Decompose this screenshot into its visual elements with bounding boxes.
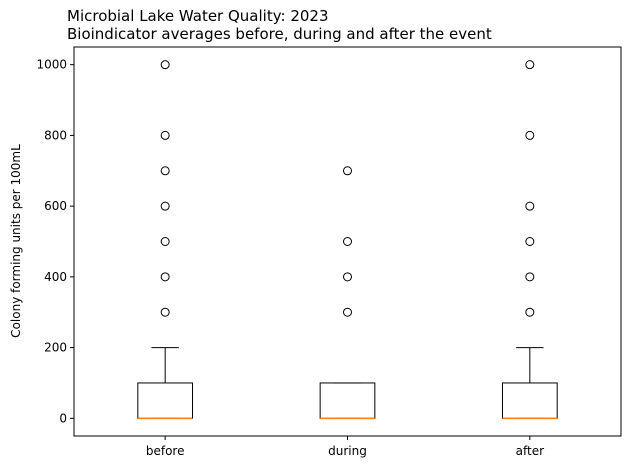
outlier-point bbox=[525, 237, 535, 246]
y-tick-label: 600 bbox=[44, 199, 67, 213]
box-group-before bbox=[137, 60, 194, 420]
outlier-point bbox=[160, 130, 170, 140]
y-axis: 0 200 400 600 800 1000 bbox=[36, 58, 74, 425]
box-group-during bbox=[319, 166, 376, 420]
outlier-point bbox=[525, 201, 535, 211]
outlier-point bbox=[160, 201, 170, 211]
y-tick-label: 1000 bbox=[36, 58, 67, 72]
boxes bbox=[137, 60, 558, 420]
outlier-point bbox=[343, 166, 352, 176]
outlier-point bbox=[525, 60, 535, 70]
outlier-point bbox=[343, 272, 352, 282]
box-iqr bbox=[137, 382, 194, 419]
box-iqr bbox=[319, 382, 376, 419]
box-group-after bbox=[501, 60, 558, 420]
x-tick-label: before bbox=[146, 444, 185, 458]
x-axis: before during after bbox=[146, 436, 544, 458]
x-tick-label: after bbox=[516, 444, 544, 458]
outlier-point bbox=[160, 307, 170, 317]
outlier-point bbox=[160, 272, 170, 282]
outlier-point bbox=[343, 237, 352, 246]
y-tick-label: 400 bbox=[44, 270, 67, 284]
x-tick-label: during bbox=[328, 444, 367, 458]
y-axis-label: Colony forming units per 100mL bbox=[9, 144, 23, 338]
y-tick-label: 800 bbox=[44, 128, 67, 142]
outlier-point bbox=[160, 166, 170, 176]
chart-title: Microbial Lake Water Quality: 2023 bbox=[67, 7, 329, 25]
outlier-point bbox=[525, 307, 535, 317]
chart-subtitle: Bioindicator averages before, during and… bbox=[67, 25, 492, 43]
outlier-point bbox=[525, 130, 535, 140]
box-iqr bbox=[501, 382, 558, 419]
plot-area bbox=[73, 46, 622, 437]
outlier-point bbox=[160, 237, 170, 246]
outlier-point bbox=[525, 272, 535, 282]
outlier-point bbox=[160, 60, 170, 70]
outlier-point bbox=[343, 307, 352, 317]
y-tick-label: 0 bbox=[59, 411, 67, 425]
y-tick-label: 200 bbox=[44, 341, 67, 355]
